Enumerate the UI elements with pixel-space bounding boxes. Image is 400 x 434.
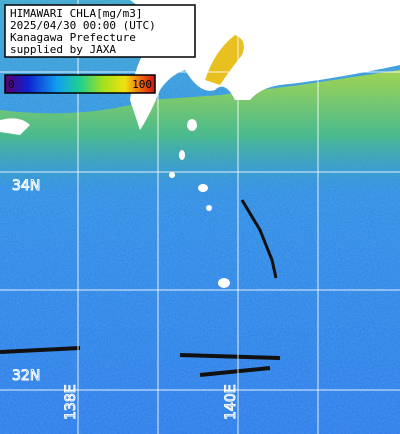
island <box>179 150 185 160</box>
lat-label: 32N <box>12 368 40 384</box>
header-line: HIMAWARI CHLA[mg/m3] <box>10 7 142 20</box>
coastal-bloom <box>0 70 400 204</box>
colorbar <box>4 74 156 94</box>
header-line: 2025/04/30 00:00 (UTC) <box>10 19 156 32</box>
header-line: supplied by JAXA <box>10 43 116 56</box>
island <box>169 172 175 178</box>
cloud-gap <box>240 199 278 279</box>
lat-label: 34N <box>12 178 40 194</box>
land-honshu <box>130 0 400 130</box>
header-line: Kanagawa Prefecture <box>10 31 136 44</box>
island <box>198 184 208 192</box>
island <box>218 278 230 288</box>
lon-label: 138E <box>63 384 79 420</box>
cloud-gap <box>0 346 281 377</box>
land-west <box>0 118 30 135</box>
island <box>187 119 197 131</box>
colorbar-min: 0 <box>8 78 15 91</box>
lon-label: 140E <box>223 384 239 420</box>
header-box <box>4 4 196 58</box>
island <box>206 205 212 211</box>
colorbar-max: 100 <box>132 78 152 91</box>
